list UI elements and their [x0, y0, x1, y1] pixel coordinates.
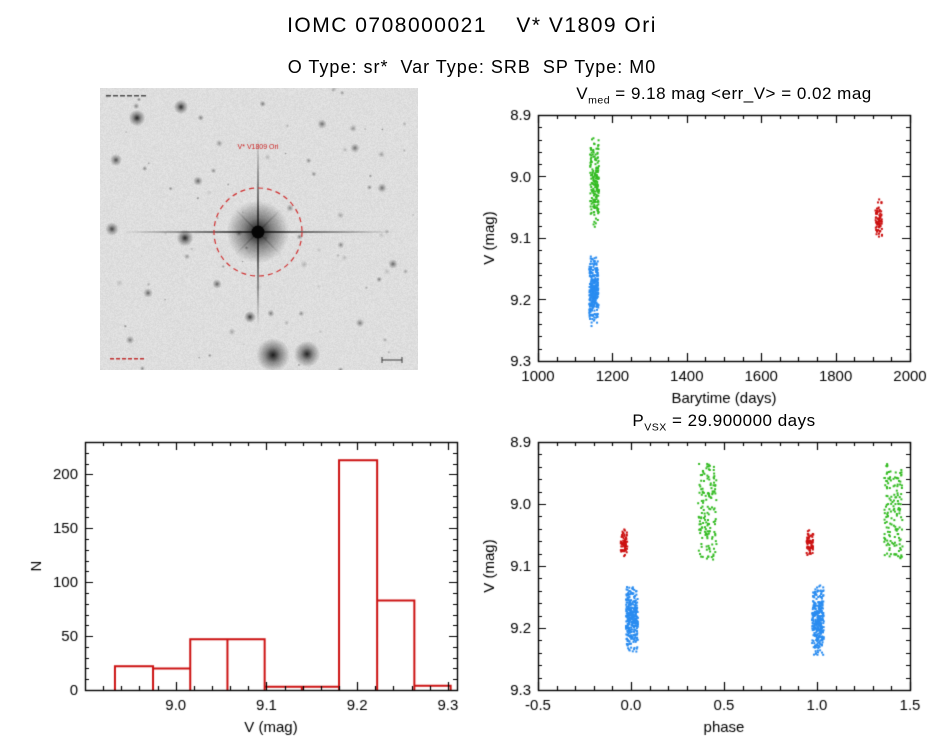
star-field-image: [100, 88, 418, 370]
phase-title-base: P: [632, 411, 645, 430]
page-subtitle: O Type: sr* Var Type: SRB SP Type: M0: [287, 57, 657, 77]
lightcurve-title-base: V: [576, 84, 589, 103]
lightcurve-title-rest: = 9.18 mag <err_V> = 0.02 mag: [610, 84, 872, 103]
magnitude-histogram-plot: [30, 428, 490, 740]
page-title: IOMC 0708000021 V* V1809 Ori: [287, 14, 657, 37]
lightcurve-plot: [470, 103, 944, 413]
lightcurve-title: Vmed = 9.18 mag <err_V> = 0.02 mag: [538, 84, 910, 106]
phase-plot-title: PVSX = 29.900000 days: [538, 411, 910, 433]
phase-title-rest: = 29.900000 days: [666, 411, 816, 430]
phase-folded-plot: [470, 434, 944, 744]
phase-title-sub: VSX: [644, 421, 667, 434]
